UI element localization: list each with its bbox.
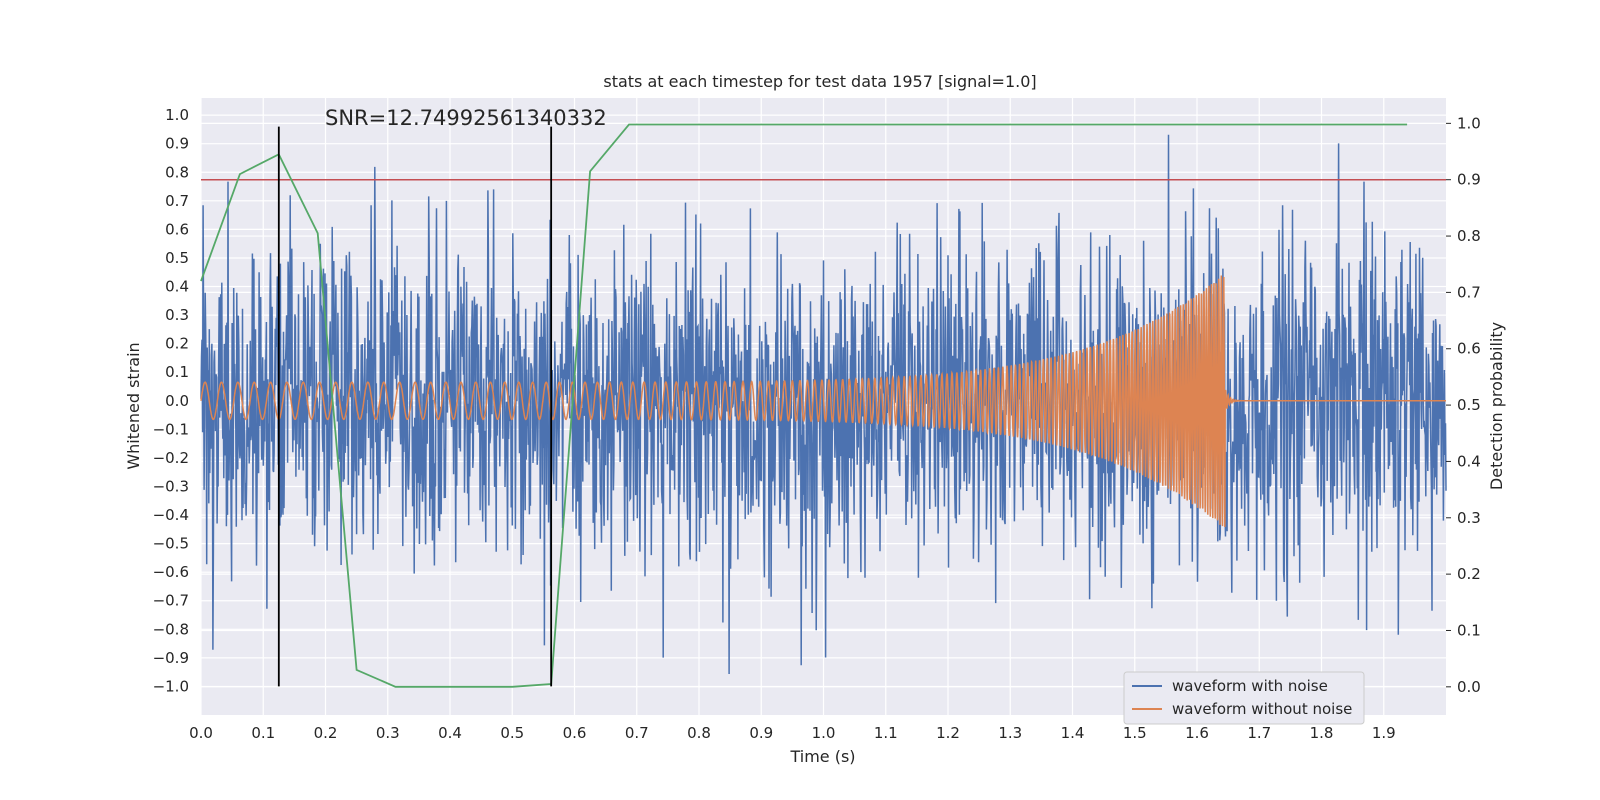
y-axis-label: Whitened strain — [124, 342, 143, 469]
y-tick-label: 1.0 — [165, 106, 189, 124]
y-right-tick-label: 0.5 — [1457, 396, 1481, 414]
y-right-tick-label: 0.4 — [1457, 452, 1481, 470]
legend: waveform with noise waveform without noi… — [1123, 671, 1365, 725]
x-tick-label: 1.3 — [998, 724, 1022, 742]
y-tick-label: −0.8 — [153, 620, 189, 638]
y-tick-label: 0.3 — [165, 306, 189, 324]
y-right-tick-label: 0.9 — [1457, 171, 1481, 189]
y-tick-label: −0.5 — [153, 535, 189, 553]
y-tick-label: −1.0 — [153, 677, 189, 695]
y-tick-label: −0.4 — [153, 506, 189, 524]
x-tick-label: 1.8 — [1310, 724, 1334, 742]
x-tick-label: 1.6 — [1185, 724, 1209, 742]
series-layer — [200, 123, 1447, 688]
y-tick-label: 0.0 — [165, 392, 189, 410]
y-tick-label: 0.5 — [165, 249, 189, 267]
x-tick-label: 0.4 — [438, 724, 462, 742]
x-tick-label: 0.9 — [749, 724, 773, 742]
y-right-tick-label: 0.1 — [1457, 621, 1481, 639]
x-tick-label: 0.7 — [625, 724, 649, 742]
y-tick-label: 0.8 — [165, 163, 189, 181]
x-tick-label: 1.1 — [874, 724, 898, 742]
legend-label-noise: waveform with noise — [1172, 677, 1328, 695]
legend-label-clean: waveform without noise — [1172, 700, 1352, 718]
y-tick-label: −0.2 — [153, 449, 189, 467]
y-tick-label: 0.4 — [165, 278, 189, 296]
x-tick-label: 1.4 — [1061, 724, 1085, 742]
y-tick-label: −0.6 — [153, 563, 189, 581]
snr-annotation: SNR=12.74992561340332 — [325, 106, 607, 130]
x-tick-label: 0.1 — [251, 724, 275, 742]
y-tick-label: 0.7 — [165, 192, 189, 210]
y-right-tick-label: 0.2 — [1457, 565, 1481, 583]
y-tick-label: −0.9 — [153, 649, 189, 667]
x-tick-label: 1.0 — [812, 724, 836, 742]
tick-labels: 0.0 0.1 0.2 0.3 0.4 0.5 0.6 0.7 0.8 0.9 1.0 1.1 1.2 1… — [153, 106, 1481, 742]
y-tick-label: 0.6 — [165, 220, 189, 238]
x-tick-label: 0.0 — [189, 724, 213, 742]
y-right-tick-label: 1.0 — [1457, 114, 1481, 132]
chart-title: stats at each timestep for test data 195… — [603, 72, 1036, 91]
y-right-tick-label: 0.8 — [1457, 227, 1481, 245]
y-tick-label: 0.1 — [165, 363, 189, 381]
x-tick-label: 0.2 — [314, 724, 338, 742]
x-tick-label: 1.7 — [1247, 724, 1271, 742]
series-waveform-with-noise — [200, 134, 1447, 675]
y-tick-label: −0.1 — [153, 420, 189, 438]
y-tick-label: −0.3 — [153, 477, 189, 495]
x-tick-label: 1.9 — [1372, 724, 1396, 742]
x-tick-label: 1.2 — [936, 724, 960, 742]
x-tick-label: 0.3 — [376, 724, 400, 742]
series-detection-probability — [200, 123, 1408, 688]
y-right-tick-label: 0.6 — [1457, 340, 1481, 358]
x-tick-label: 0.8 — [687, 724, 711, 742]
x-tick-label: 0.6 — [563, 724, 587, 742]
y-axis-right-label: Detection probability — [1487, 322, 1506, 490]
series-waveform-without-noise — [200, 275, 1446, 528]
y-tick-label: 0.2 — [165, 335, 189, 353]
y-tick-label: 0.9 — [165, 135, 189, 153]
x-tick-label: 0.5 — [500, 724, 524, 742]
legend-box — [1123, 671, 1365, 725]
y-tick-label: −0.7 — [153, 592, 189, 610]
y-right-tick-label: 0.3 — [1457, 509, 1481, 527]
x-tick-label: 1.5 — [1123, 724, 1147, 742]
y-right-tick-label: 0.0 — [1457, 678, 1481, 696]
x-axis-label: Time (s) — [789, 747, 855, 766]
y-right-tick-label: 0.7 — [1457, 283, 1481, 301]
